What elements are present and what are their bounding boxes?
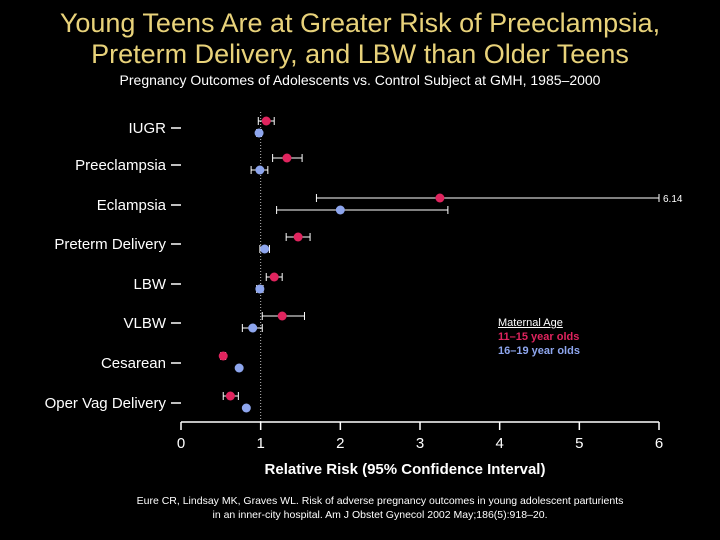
legend-item-young: 11–15 year olds: [498, 331, 580, 343]
source-citation: Eure CR, Lindsay MK, Graves WL. Risk of …: [20, 494, 720, 522]
point-s0-4: [269, 272, 279, 282]
point-s1-4: [255, 284, 265, 294]
legend-item-older: 16–19 year olds: [498, 345, 580, 357]
point-s1-0: [254, 128, 264, 138]
point-s1-2: [335, 205, 345, 215]
annotation-0: 6.14: [663, 194, 683, 205]
point-s1-5: [248, 323, 258, 333]
x-tick-label-5: 5: [575, 435, 583, 452]
category-label-1: Preeclampsia: [75, 157, 167, 174]
x-tick-label-3: 3: [416, 435, 424, 452]
x-tick-label-6: 6: [655, 435, 663, 452]
category-label-6: Cesarean: [101, 355, 166, 372]
category-label-4: LBW: [133, 276, 166, 293]
point-s0-6: [218, 351, 228, 361]
x-axis-label: Relative Risk (95% Confidence Interval): [265, 461, 546, 478]
point-s0-0: [261, 116, 271, 126]
point-s1-3: [260, 244, 270, 254]
title-line-1: Young Teens Are at Greater Risk of Preec…: [59, 8, 661, 38]
category-label-7: Oper Vag Delivery: [45, 395, 167, 412]
x-tick-label-2: 2: [336, 435, 344, 452]
category-label-5: VLBW: [123, 315, 166, 332]
category-label-2: Eclampsia: [97, 197, 167, 214]
x-tick-label-0: 0: [177, 435, 185, 452]
point-s0-7: [225, 391, 235, 401]
citation-line-1: Eure CR, Lindsay MK, Graves WL. Risk of …: [136, 495, 624, 507]
title-line-2: Preterm Delivery, and LBW than Older Tee…: [91, 39, 629, 69]
chart-subtitle: Pregnancy Outcomes of Adolescents vs. Co…: [119, 72, 601, 88]
point-s0-3: [293, 232, 303, 242]
point-s0-2: [435, 193, 445, 203]
point-s1-6: [234, 363, 244, 373]
x-tick-label-4: 4: [495, 435, 503, 452]
category-label-3: Preterm Delivery: [54, 236, 166, 253]
legend: Maternal Age 11–15 year olds 16–19 year …: [498, 316, 580, 358]
point-s0-1: [282, 153, 292, 163]
category-label-0: IUGR: [129, 120, 167, 137]
point-s1-7: [241, 403, 251, 413]
point-s0-5: [277, 311, 287, 321]
legend-title: Maternal Age: [498, 317, 563, 329]
point-s1-1: [255, 165, 265, 175]
slide-title: Young Teens Are at Greater Risk of Preec…: [0, 8, 720, 70]
x-tick-label-1: 1: [256, 435, 264, 452]
citation-line-2: in an inner-city hospital. Am J Obstet G…: [212, 509, 548, 521]
